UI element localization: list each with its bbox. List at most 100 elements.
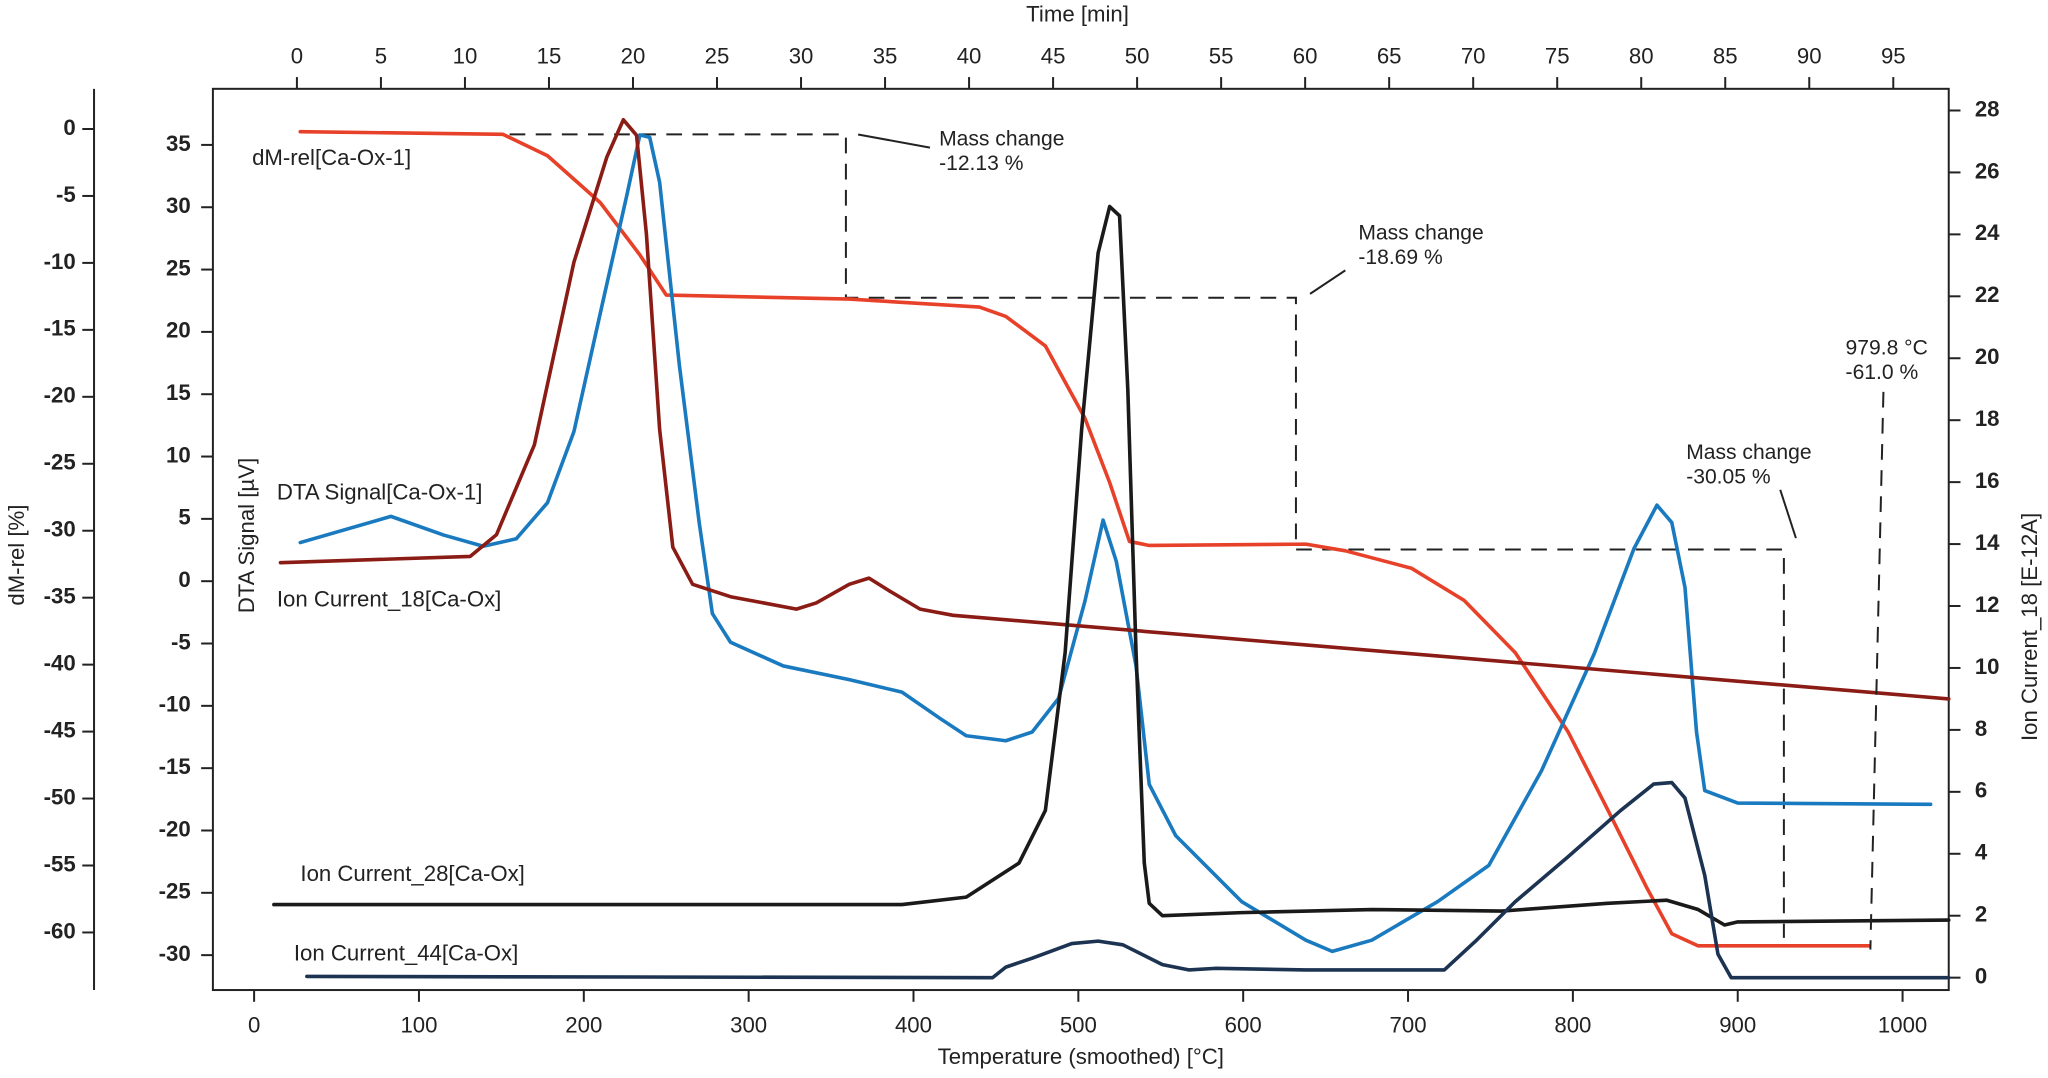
x2-tick-label: 5 [375,43,387,68]
x-tick-label: 900 [1719,1012,1756,1037]
x-tick-label: 700 [1390,1012,1427,1037]
x-tick-label: 800 [1554,1012,1591,1037]
y-axis-title: dM-rel [%] [4,505,29,606]
y-tick-label: 0 [63,115,75,140]
x2-tick-label: 20 [621,43,646,68]
y3-tick-label: 25 [166,255,191,280]
annotation: Mass change [939,127,1064,150]
x-tick-label: 200 [565,1012,602,1037]
x2-tick-label: 95 [1881,43,1906,68]
annotation-leader [1869,391,1885,950]
series-label: Ion Current_44[Ca-Ox] [294,941,518,966]
y3-tick-label: 10 [166,442,191,467]
x2-tick-label: 35 [873,43,898,68]
y2-axis-title: Ion Current_18 [E-12A] [2017,513,2042,741]
x-tick-label: 0 [248,1012,260,1037]
y3-axis-title: DTA Signal [µV] [234,458,259,613]
series-label: DTA Signal[Ca-Ox-1] [277,480,483,505]
y-tick-label: -25 [44,450,76,475]
y3-tick-label: 15 [166,380,191,405]
x-tick-label: 600 [1225,1012,1262,1037]
y3-tick-label: 35 [166,131,191,156]
y-tick-label: -5 [56,182,76,207]
y-tick-label: -30 [44,517,76,542]
annotation-leader [857,133,931,149]
annotation-leader [1779,489,1797,539]
y2-tick-label: 24 [1975,220,2000,245]
y-tick-label: -60 [44,918,76,943]
annotation: -18.69 % [1358,246,1442,269]
series-label: dM-rel[Ca-Ox-1] [252,145,411,170]
y3-tick-label: -5 [171,629,191,654]
y3-tick-label: 30 [166,193,191,218]
y3-tick-label: -15 [159,754,191,779]
y3-tick-label: -10 [159,692,191,717]
y2-tick-label: 4 [1975,840,1988,865]
y2-tick-label: 8 [1975,716,1987,741]
y3-tick-label: -25 [159,879,191,904]
annotation: -12.13 % [939,152,1023,175]
y-tick-label: -20 [44,383,76,408]
series-label: Ion Current_28[Ca-Ox] [300,861,524,886]
y3-tick-label: 0 [178,567,190,592]
x2-tick-label: 55 [1209,43,1234,68]
x-tick-label: 400 [895,1012,932,1037]
y2-tick-label: 26 [1975,158,2000,183]
series-line [278,117,1951,701]
y-tick-label: -45 [44,717,76,742]
y-tick-label: -35 [44,584,76,609]
x2-tick-label: 25 [705,43,730,68]
plot-frame [211,87,1950,992]
x-axis-title: Temperature (smoothed) [°C] [938,1044,1224,1069]
x2-tick-label: 85 [1713,43,1738,68]
y-tick-label: -40 [44,650,76,675]
x2-axis-title: Time [min] [1026,2,1129,27]
y-tick-label: -15 [44,316,76,341]
series-label: Ion Current_18[Ca-Ox] [277,587,501,612]
x-tick-label: 100 [400,1012,437,1037]
y-tick-label: -10 [44,249,76,274]
y2-tick-label: 18 [1975,406,2000,431]
x2-tick-label: 30 [789,43,814,68]
series-line [298,129,1872,948]
mass-change-guide [509,133,1785,938]
x2-tick-label: 90 [1797,43,1822,68]
x2-tick-label: 65 [1377,43,1402,68]
y2-tick-label: 2 [1975,902,1987,927]
x2-tick-label: 70 [1461,43,1486,68]
x2-tick-label: 10 [453,43,478,68]
y3-tick-label: 20 [166,318,191,343]
annotation: -61.0 % [1846,361,1919,384]
x2-tick-label: 60 [1293,43,1318,68]
y3-tick-label: -20 [159,816,191,841]
series-line [298,133,1933,954]
x-tick-label: 1000 [1878,1012,1927,1037]
x2-tick-label: 45 [1041,43,1066,68]
y2-tick-label: 10 [1975,654,2000,679]
y2-tick-label: 22 [1975,282,2000,307]
annotation: Mass change [1686,441,1811,464]
y3-tick-label: -30 [159,941,191,966]
x2-tick-label: 50 [1125,43,1150,68]
x-tick-label: 300 [730,1012,767,1037]
x-tick-label: 500 [1060,1012,1097,1037]
y2-tick-label: 6 [1975,778,1987,803]
y-tick-label: -55 [44,851,76,876]
x2-tick-label: 40 [957,43,982,68]
series-line [305,780,1951,980]
y2-tick-label: 16 [1975,468,2000,493]
y-tick-label: -50 [44,784,76,809]
annotation: -30.05 % [1686,466,1770,489]
x2-tick-label: 80 [1629,43,1654,68]
y3-tick-label: 5 [178,505,190,530]
annotation-leader [1309,269,1346,295]
x2-tick-label: 75 [1545,43,1570,68]
y2-tick-label: 20 [1975,344,2000,369]
y2-tick-label: 0 [1975,964,1987,989]
annotation: 979.8 °C [1846,336,1928,359]
series-line [272,204,1951,927]
y2-tick-label: 12 [1975,592,2000,617]
y2-tick-label: 14 [1975,530,2000,555]
x2-tick-label: 0 [291,43,303,68]
